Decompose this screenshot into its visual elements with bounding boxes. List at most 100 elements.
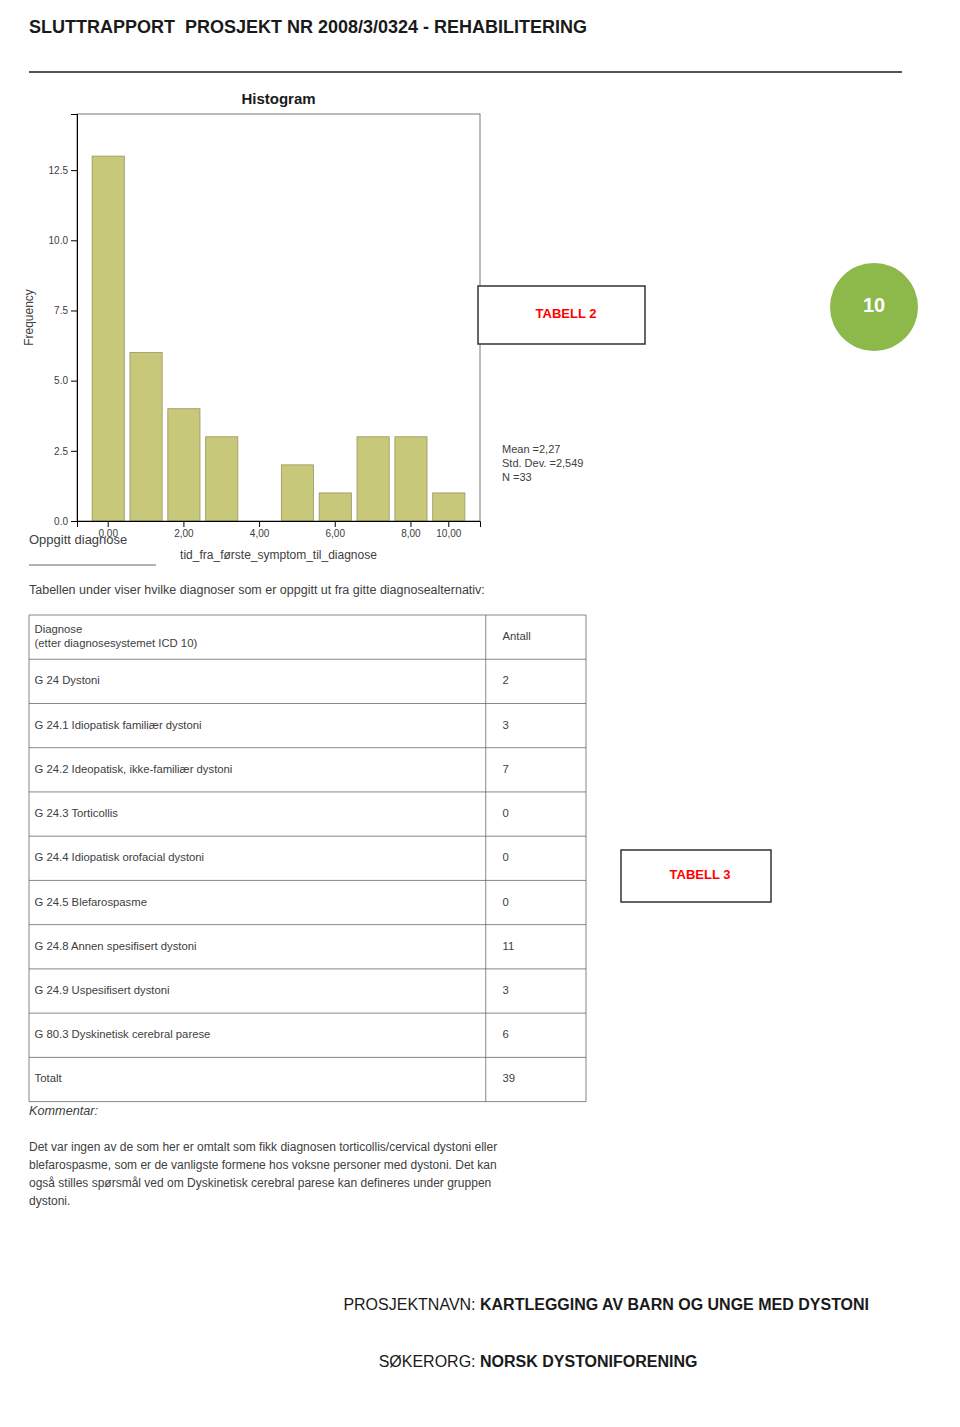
table-value: 0 — [502, 851, 508, 863]
y-axis-line — [71, 115, 78, 522]
bar — [168, 409, 200, 521]
x-axis-title: tid_fra_første_symptom_til_diagnose — [180, 548, 377, 562]
stats-text: Mean =2,27 — [502, 443, 560, 455]
table-header: (etter diagnosesystemet ICD 10) — [35, 637, 198, 649]
y-tick-label: 12.5 — [49, 165, 69, 176]
y-tick: 5.0 — [54, 375, 77, 386]
x-axis: 0,002,004,006,008,0010,00 — [78, 521, 481, 539]
comment-line: også stilles spørsmål ved om Dyskinetisk… — [29, 1176, 491, 1190]
footer-label: PROSJEKTNAVN: — [343, 1296, 480, 1313]
footer-value: KARTLEGGING AV BARN OG UNGE MED DYSTONI — [480, 1296, 869, 1313]
x-tick: 2,00 — [174, 521, 194, 539]
comment-line: Det var ingen av de som her er omtalt so… — [29, 1140, 497, 1154]
x-tick-label: 10,00 — [436, 528, 461, 539]
table-rule — [29, 791, 586, 792]
x-tick-label: 6,00 — [326, 528, 346, 539]
table-rule — [29, 924, 586, 925]
table-label: G 80.3 Dyskinetisk cerebral parese — [35, 1028, 211, 1040]
section-underline — [29, 565, 156, 566]
y-axis-title: Frequency — [22, 289, 36, 346]
table-label: G 24.2 Ideopatisk, ikke-familiær dystoni — [35, 763, 233, 775]
stats-text: N =33 — [502, 471, 532, 483]
table-value: 11 — [502, 940, 514, 952]
bar — [92, 156, 124, 521]
table-label: G 24 Dystoni — [35, 674, 100, 686]
footer-value: NORSK DYSTONIFORENING — [480, 1353, 698, 1370]
y-axis: 0.0 2.5 5.0 7.5 10.0 12.5 — [49, 115, 78, 527]
y-tick: 7.5 — [54, 305, 77, 316]
table-rule — [29, 1013, 586, 1014]
table-rule — [29, 703, 586, 704]
y-tick-mark — [71, 451, 77, 452]
x-tick: 4,00 — [250, 521, 270, 539]
comment-line: dystoni. — [29, 1194, 70, 1208]
y-tick: 2.5 — [54, 446, 77, 457]
y-tick-mark — [71, 240, 77, 241]
bars — [92, 156, 465, 521]
table-rule — [485, 615, 486, 1102]
table-rule — [29, 836, 586, 837]
footer-label: SØKERORG: — [379, 1353, 480, 1370]
table-value: 39 — [502, 1072, 515, 1084]
table-label: G 24.9 Uspesifisert dystoni — [35, 984, 170, 996]
y-tick-label: 7.5 — [54, 305, 68, 316]
x-tick-mark — [259, 521, 260, 527]
y-tick-label: 10.0 — [49, 235, 69, 246]
bar — [395, 437, 427, 521]
table-rule — [29, 880, 586, 881]
x-tick-mark — [410, 521, 411, 527]
bar — [433, 493, 465, 521]
label-box — [478, 286, 645, 344]
x-tick-mark — [448, 521, 449, 527]
table-label: G 24.4 Idiopatisk orofacial dystoni — [35, 851, 205, 863]
y-tick-label: 0.0 — [54, 516, 68, 527]
table-header: Antall — [502, 630, 530, 642]
table-label: G 24.5 Blefarospasme — [35, 896, 147, 908]
x-tick-mark — [335, 521, 336, 527]
x-tick-label: 4,00 — [250, 528, 270, 539]
table-rule — [29, 615, 30, 1102]
table-value: 3 — [502, 984, 508, 996]
table-value: 2 — [502, 674, 508, 686]
table-label: G 24.3 Torticollis — [35, 807, 119, 819]
bar — [357, 437, 389, 521]
table-rule — [29, 615, 586, 616]
plot-frame — [77, 114, 480, 521]
x-tick-mark — [183, 521, 184, 527]
y-tick-label: 2.5 — [54, 446, 68, 457]
chart-title: Histogram — [241, 90, 315, 107]
comment-line: blefarospasme, som er de vanligste forme… — [29, 1158, 497, 1172]
table-label: Totalt — [35, 1072, 63, 1084]
table-rule — [29, 1057, 586, 1058]
table: Diagnose (etter diagnosesystemet ICD 10) A… — [29, 615, 586, 1102]
section-intro: Tabellen under viser hvilke diagnoser so… — [29, 583, 485, 597]
header-rule — [29, 71, 902, 73]
page-header: SLUTTRAPPORT PROSJEKT NR 2008/3/0324 - R… — [29, 17, 587, 37]
x-tick: 6,00 — [326, 521, 346, 539]
bar — [206, 437, 238, 521]
x-tick-mark — [108, 521, 109, 527]
table-label: G 24.8 Annen spesifisert dystoni — [35, 940, 197, 952]
x-tick-label: 8,00 — [401, 528, 421, 539]
table-rule — [29, 1101, 586, 1102]
table-value: 0 — [502, 896, 508, 908]
page-badge — [830, 263, 918, 351]
table-rule — [29, 659, 586, 660]
y-tick: 10.0 — [49, 235, 77, 246]
x-tick: 10,00 — [436, 521, 461, 539]
label-box — [621, 850, 771, 902]
table-rule — [29, 968, 586, 969]
y-tick-mark — [71, 310, 77, 311]
table-value: 3 — [502, 719, 508, 731]
bar — [319, 493, 351, 521]
comment-title: Kommentar: — [29, 1104, 99, 1118]
x-axis-line — [78, 522, 481, 528]
y-tick-mark — [71, 170, 77, 171]
label-box-text: TABELL 2 — [536, 306, 597, 321]
bar — [130, 353, 162, 521]
table-header: Diagnose — [35, 623, 83, 635]
histogram: 0,002,004,006,008,0010,000.02.55.07.510.… — [22, 90, 481, 562]
table-value: 7 — [502, 763, 508, 775]
table-rule — [586, 615, 587, 1102]
table-label: G 24.1 Idiopatisk familiær dystoni — [35, 719, 202, 731]
